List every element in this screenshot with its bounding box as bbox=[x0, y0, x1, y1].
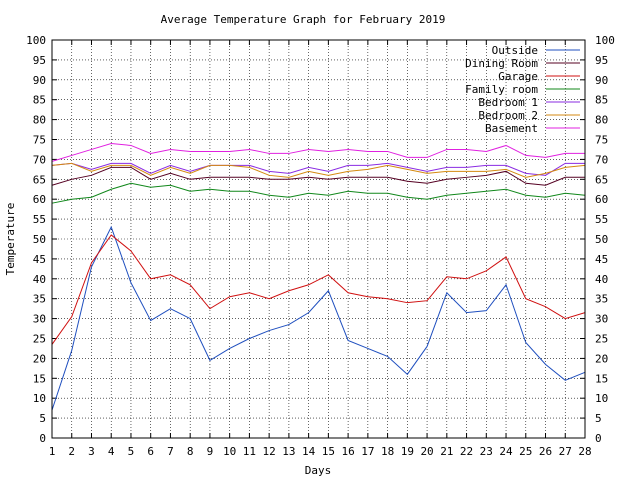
legend-label: Outside bbox=[492, 44, 538, 57]
y-tick-label-right: 40 bbox=[595, 273, 608, 286]
y-tick-label: 60 bbox=[33, 193, 46, 206]
y-tick-label-right: 95 bbox=[595, 54, 608, 67]
y-tick-label: 25 bbox=[33, 333, 46, 346]
chart-title: Average Temperature Graph for February 2… bbox=[161, 13, 446, 26]
x-tick-label: 19 bbox=[401, 445, 414, 458]
x-tick-label: 10 bbox=[223, 445, 236, 458]
y-tick-label: 45 bbox=[33, 253, 46, 266]
y-tick-label: 80 bbox=[33, 114, 46, 127]
x-tick-label: 24 bbox=[499, 445, 513, 458]
x-tick-label: 28 bbox=[578, 445, 591, 458]
y-tick-label-right: 55 bbox=[595, 213, 608, 226]
x-tick-label: 22 bbox=[460, 445, 473, 458]
y-tick-label-right: 75 bbox=[595, 134, 608, 147]
x-tick-label: 11 bbox=[243, 445, 256, 458]
series-lines bbox=[51, 142, 586, 411]
x-tick-label: 12 bbox=[263, 445, 276, 458]
y-tick-label-right: 90 bbox=[595, 74, 608, 87]
y-tick-label-right: 10 bbox=[595, 392, 608, 405]
y-tick-label-right: 5 bbox=[595, 412, 602, 425]
series-line-garage bbox=[51, 234, 586, 345]
y-tick-label-right: 65 bbox=[595, 173, 608, 186]
y-tick-label-right: 0 bbox=[595, 432, 602, 445]
series-line-family-room bbox=[51, 182, 586, 204]
y-tick-label: 5 bbox=[39, 412, 46, 425]
series-line-basement bbox=[51, 142, 585, 162]
series-line-bedroom-1 bbox=[51, 162, 585, 176]
x-tick-label: 16 bbox=[341, 445, 354, 458]
y-axis-label: Temperature bbox=[4, 203, 17, 276]
y-tick-label-right: 45 bbox=[595, 253, 608, 266]
x-tick-label: 23 bbox=[480, 445, 493, 458]
y-tick-label-right: 35 bbox=[595, 293, 608, 306]
y-tick-label-right: 30 bbox=[595, 313, 608, 326]
y-tick-label-right: 25 bbox=[595, 333, 608, 346]
x-tick-label: 1 bbox=[49, 445, 56, 458]
y-tick-label-right: 70 bbox=[595, 153, 608, 166]
y-tick-label: 10 bbox=[33, 392, 46, 405]
x-tick-label: 20 bbox=[420, 445, 433, 458]
series-line-bedroom-2 bbox=[51, 162, 586, 178]
y-tick-label-right: 15 bbox=[595, 372, 608, 385]
y-tick-label: 55 bbox=[33, 213, 46, 226]
y-tick-label-right: 50 bbox=[595, 233, 608, 246]
x-tick-label: 18 bbox=[381, 445, 394, 458]
x-tick-label: 25 bbox=[519, 445, 532, 458]
y-tick-label: 40 bbox=[33, 273, 46, 286]
y-tick-label: 0 bbox=[39, 432, 46, 445]
legend-label: Bedroom 2 bbox=[478, 109, 538, 122]
y-tick-label: 20 bbox=[33, 352, 46, 365]
y-tick-label: 85 bbox=[33, 94, 46, 107]
y-tick-label: 35 bbox=[33, 293, 46, 306]
series-line-outside bbox=[51, 225, 586, 411]
legend-label: Dining Room bbox=[465, 57, 538, 70]
legend-label: Garage bbox=[498, 70, 538, 83]
x-tick-label: 6 bbox=[147, 445, 154, 458]
x-tick-label: 3 bbox=[88, 445, 95, 458]
x-tick-label: 2 bbox=[68, 445, 75, 458]
x-tick-label: 17 bbox=[361, 445, 374, 458]
y-tick-label: 30 bbox=[33, 313, 46, 326]
legend-label: Family room bbox=[465, 83, 538, 96]
y-tick-label: 95 bbox=[33, 54, 46, 67]
y-tick-label-right: 80 bbox=[595, 114, 608, 127]
plot-border bbox=[51, 39, 586, 439]
y-tick-label-right: 60 bbox=[595, 193, 608, 206]
x-tick-label: 14 bbox=[302, 445, 316, 458]
y-tick-label: 90 bbox=[33, 74, 46, 87]
x-tick-label: 21 bbox=[440, 445, 453, 458]
y-tick-label-right: 100 bbox=[595, 34, 615, 47]
x-tick-label: 4 bbox=[108, 445, 115, 458]
grid bbox=[52, 40, 585, 438]
y-tick-label: 100 bbox=[26, 34, 46, 47]
x-tick-label: 13 bbox=[282, 445, 295, 458]
x-tick-label: 8 bbox=[187, 445, 194, 458]
legend-label: Basement bbox=[485, 122, 538, 135]
x-axis-label: Days bbox=[305, 464, 332, 477]
y-tick-label: 65 bbox=[33, 173, 46, 186]
y-tick-label-right: 20 bbox=[595, 352, 608, 365]
y-tick-label-right: 85 bbox=[595, 94, 608, 107]
x-tick-label: 15 bbox=[322, 445, 335, 458]
x-tick-label: 5 bbox=[128, 445, 135, 458]
x-tick-label: 9 bbox=[207, 445, 214, 458]
y-tick-label: 15 bbox=[33, 372, 46, 385]
y-tick-label: 75 bbox=[33, 134, 46, 147]
legend-label: Bedroom 1 bbox=[478, 96, 538, 109]
x-tick-label: 7 bbox=[167, 445, 174, 458]
y-tick-label: 70 bbox=[33, 153, 46, 166]
series-line-dining-room bbox=[51, 166, 585, 186]
y-tick-label: 50 bbox=[33, 233, 46, 246]
x-tick-label: 26 bbox=[539, 445, 552, 458]
x-tick-label: 27 bbox=[559, 445, 572, 458]
